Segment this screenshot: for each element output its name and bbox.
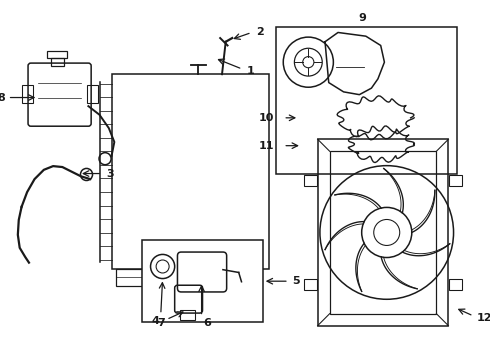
Bar — [304, 279, 317, 290]
Bar — [449, 175, 463, 186]
Bar — [449, 279, 463, 290]
Text: 11: 11 — [259, 141, 274, 151]
Text: 7: 7 — [157, 318, 165, 328]
Text: 4: 4 — [151, 316, 159, 327]
Text: 6: 6 — [203, 318, 211, 328]
Bar — [22, 85, 33, 103]
Text: 1: 1 — [247, 66, 255, 76]
Bar — [51, 58, 64, 66]
Bar — [116, 269, 142, 286]
Bar — [180, 310, 195, 320]
Bar — [318, 139, 448, 326]
Text: 8: 8 — [0, 93, 5, 103]
Bar — [47, 51, 67, 58]
Text: 3: 3 — [106, 168, 114, 179]
Text: 12: 12 — [476, 313, 490, 323]
Text: 5: 5 — [293, 276, 300, 286]
Bar — [330, 151, 437, 314]
Bar — [87, 85, 98, 103]
Bar — [112, 74, 270, 269]
Text: 2: 2 — [256, 27, 264, 37]
Bar — [142, 240, 263, 322]
Text: 9: 9 — [359, 13, 367, 23]
Text: 10: 10 — [259, 113, 274, 123]
Bar — [276, 27, 457, 174]
Bar — [304, 175, 317, 186]
